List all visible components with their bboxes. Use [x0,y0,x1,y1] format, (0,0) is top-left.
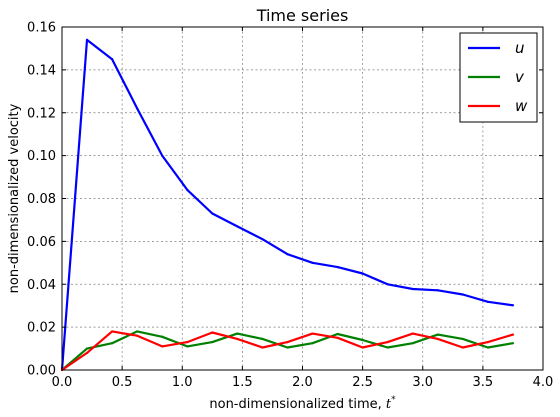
data-point-u [286,253,289,256]
data-point-w [136,334,139,337]
data-point-w [486,341,490,344]
legend-label: w [515,97,528,115]
data-point-v [211,341,214,344]
data-series [60,38,515,372]
data-point-u [511,304,515,307]
legend-entry-w: w [468,97,528,115]
data-point-u [336,266,339,269]
data-point-u [261,238,264,241]
data-point-v [336,332,339,336]
x-tick-label: 2.0 [292,375,313,390]
series-w [60,330,515,372]
data-point-v [286,346,289,349]
data-point-u [161,154,164,157]
legend: uvw [459,32,538,123]
data-point-u [436,289,439,292]
data-point-v [361,338,364,342]
y-tick-label: 0.08 [27,192,56,207]
axis-ticks: 0.0 0.5 1.0 1.5 2.0 2.5 3.0 3.5 4.0 0.00 0.02 0.04 0… [27,21,553,391]
data-point-w [161,345,164,348]
y-tick-label: 0.04 [27,278,56,293]
data-point-v [311,342,314,345]
x-tick-label: 3.0 [412,375,433,390]
data-point-w [461,346,464,349]
x-tick-label: 2.5 [352,375,373,390]
data-point-w [511,333,515,336]
x-tick-label: 1.0 [172,375,193,390]
data-point-v [85,347,89,350]
y-tick-label: 0.12 [27,106,56,121]
x-axis-label-symbol: t [386,397,392,412]
data-point-u [411,287,414,291]
data-point-u [236,225,239,228]
chart-title: Time series [256,6,349,25]
x-tick-label: 0.0 [52,375,73,390]
data-point-v [461,337,464,341]
data-point-w [361,346,364,349]
legend-label: v [515,68,525,86]
data-point-u [111,58,114,61]
x-axis-label-text: non-dimensionalized time, [209,397,386,412]
y-tick-label: 0.10 [27,149,56,164]
y-tick-label: 0.06 [27,235,56,250]
data-point-v [436,333,439,336]
data-point-v [486,346,490,349]
x-tick-label: 3.5 [473,375,494,390]
data-point-u [361,272,364,275]
legend-label: u [515,39,525,57]
x-tick-label: 0.5 [112,375,133,390]
x-axis-label: non-dimensionalized time, t* [209,395,396,412]
data-point-u [136,107,139,110]
data-point-w [211,331,214,334]
data-point-w [261,346,264,349]
data-point-w [286,341,289,344]
data-point-w [85,351,89,354]
data-point-v [236,332,239,335]
y-axis-label: non-dimensionalized velocity [7,103,22,293]
data-point-w [311,332,314,335]
data-point-u [461,293,464,296]
data-point-v [511,342,515,345]
data-point-u [85,38,89,41]
data-point-u [186,188,189,192]
data-point-v [261,337,264,341]
data-point-w [411,332,414,335]
data-point-v [411,342,414,345]
y-tick-label: 0.02 [27,321,56,336]
y-tick-label: 0.00 [27,364,56,379]
x-axis-label-superscript: * [391,395,396,405]
legend-entry-v: v [468,68,525,86]
y-tick-label: 0.14 [27,63,56,78]
data-point-v [161,335,164,338]
y-tick-label: 0.16 [27,21,56,36]
data-point-w [186,341,189,344]
data-point-u [311,261,314,264]
data-point-u [211,212,214,215]
data-point-v [111,342,114,345]
data-point-u [386,283,389,286]
data-point-w [236,337,239,341]
data-point-w [436,337,439,341]
data-point-v [136,330,139,333]
data-point-u [486,300,490,303]
x-tick-label: 1.5 [232,375,253,390]
data-point-v [386,346,389,349]
data-point-v [186,345,189,348]
data-point-w [336,336,339,339]
data-point-w [386,341,389,344]
legend-entry-u: u [468,39,525,57]
x-tick-label: 4.0 [533,375,554,390]
data-point-w [111,330,114,333]
